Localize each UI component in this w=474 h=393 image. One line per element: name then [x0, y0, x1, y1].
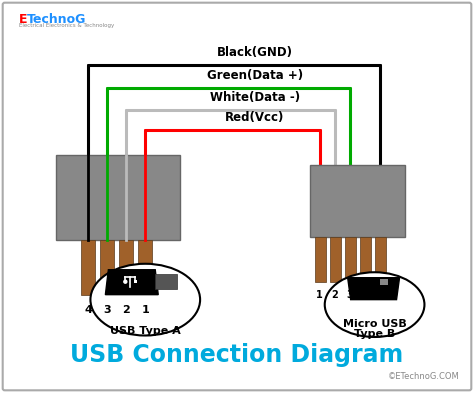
Text: Red(Vcc): Red(Vcc)	[225, 111, 284, 124]
Text: Type B: Type B	[354, 329, 395, 338]
Circle shape	[124, 280, 127, 283]
Text: 1: 1	[316, 290, 323, 300]
Bar	[380, 279, 388, 285]
Bar	[119, 240, 133, 295]
Bar	[55, 155, 180, 240]
Text: E: E	[18, 13, 27, 26]
Bar	[134, 280, 137, 283]
Text: 5: 5	[376, 290, 383, 300]
Bar	[138, 240, 152, 295]
Ellipse shape	[325, 272, 424, 337]
Text: USB Connection Diagram: USB Connection Diagram	[70, 343, 404, 367]
Text: 1: 1	[141, 305, 149, 315]
Bar	[315, 237, 326, 282]
Text: Green(Data +): Green(Data +)	[207, 70, 303, 83]
Bar	[360, 237, 371, 282]
Polygon shape	[105, 270, 158, 295]
Text: Black(GND): Black(GND)	[217, 46, 293, 59]
Text: 4: 4	[84, 305, 92, 315]
Bar	[100, 240, 114, 295]
Bar	[374, 237, 385, 282]
Bar	[82, 240, 95, 295]
Text: Electrical Electronics & Technology: Electrical Electronics & Technology	[18, 23, 114, 28]
FancyBboxPatch shape	[3, 3, 471, 390]
Text: 2: 2	[122, 305, 130, 315]
Ellipse shape	[91, 264, 200, 336]
Text: Micro USB: Micro USB	[343, 319, 407, 329]
Text: TechnoG: TechnoG	[27, 13, 86, 26]
Text: USB Type A: USB Type A	[110, 325, 181, 336]
Text: 3: 3	[103, 305, 111, 315]
Text: ©ETechnoG.COM: ©ETechnoG.COM	[388, 372, 459, 381]
Bar	[310, 165, 404, 237]
Polygon shape	[347, 278, 400, 299]
Text: 2: 2	[331, 290, 338, 300]
Bar	[330, 237, 341, 282]
Bar	[155, 274, 177, 289]
Text: 4: 4	[361, 290, 368, 300]
Bar	[345, 237, 356, 282]
Text: 3: 3	[346, 290, 353, 300]
Text: White(Data -): White(Data -)	[210, 91, 300, 104]
